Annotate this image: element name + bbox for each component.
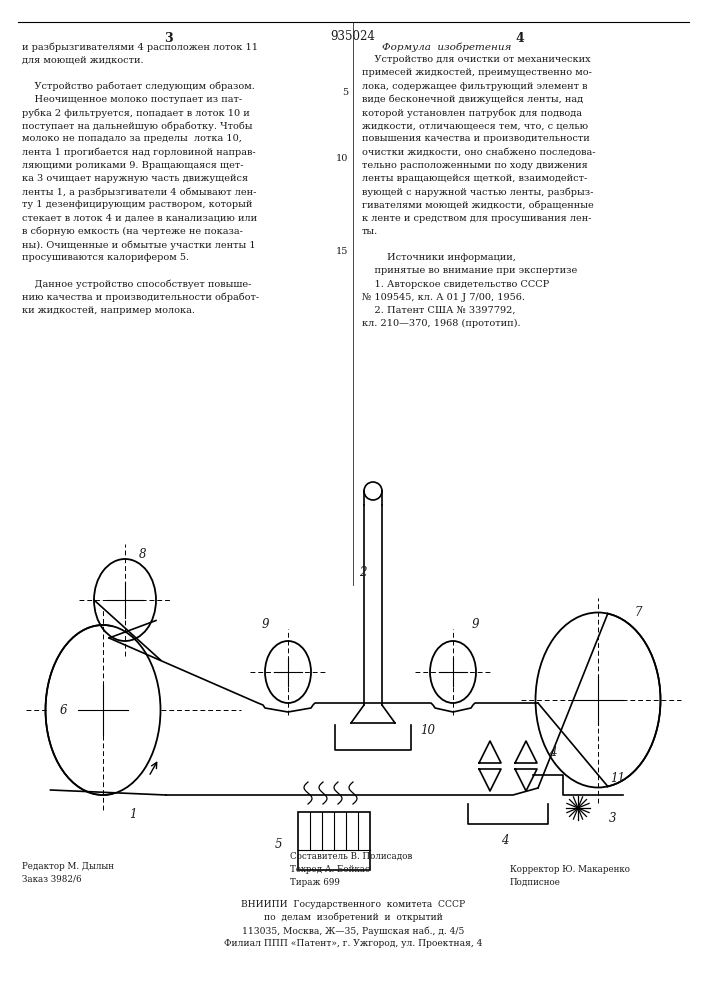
- Text: Корректор Ю. Макаренко: Корректор Ю. Макаренко: [510, 865, 630, 874]
- Text: стекает в лоток 4 и далее в канализацию или: стекает в лоток 4 и далее в канализацию …: [22, 214, 257, 223]
- Text: примесей жидкостей, преимущественно мо-: примесей жидкостей, преимущественно мо-: [362, 68, 592, 77]
- Text: очистки жидкости, оно снабжено последова-: очистки жидкости, оно снабжено последова…: [362, 148, 595, 157]
- Text: 935024: 935024: [331, 30, 375, 43]
- Text: Подписное: Подписное: [510, 878, 561, 887]
- Text: в сборную емкость (на чертеже не показа-: в сборную емкость (на чертеже не показа-: [22, 227, 243, 236]
- Text: Источники информации,: Источники информации,: [362, 253, 516, 262]
- Text: 6: 6: [59, 704, 66, 716]
- Bar: [298, 812, 370, 870]
- Text: для моющей жидкости.: для моющей жидкости.: [22, 55, 144, 64]
- Text: 7: 7: [634, 605, 642, 618]
- Text: 3: 3: [164, 32, 173, 45]
- Text: виде бесконечной движущейся ленты, над: виде бесконечной движущейся ленты, над: [362, 95, 583, 104]
- Text: Филиал ППП «Патент», г. Ужгород, ул. Проектная, 4: Филиал ППП «Патент», г. Ужгород, ул. Про…: [224, 939, 482, 948]
- Text: 2: 2: [359, 566, 367, 578]
- Text: рубка 2 фильтруется, попадает в лоток 10 и: рубка 2 фильтруется, попадает в лоток 10…: [22, 108, 250, 117]
- Text: 2. Патент США № 3397792,: 2. Патент США № 3397792,: [362, 306, 515, 315]
- Text: 4: 4: [549, 746, 556, 758]
- Text: Формула  изобретения: Формула изобретения: [382, 42, 512, 51]
- Text: 11: 11: [611, 772, 626, 784]
- Text: поступает на дальнейшую обработку. Чтобы: поступает на дальнейшую обработку. Чтобы: [22, 121, 252, 131]
- Text: просушиваются калорифером 5.: просушиваются калорифером 5.: [22, 253, 189, 262]
- Text: вующей с наружной частью ленты, разбрыз-: вующей с наружной частью ленты, разбрыз-: [362, 187, 593, 197]
- Text: ка 3 очищает наружную часть движущейся: ка 3 очищает наружную часть движущейся: [22, 174, 248, 183]
- Text: 5: 5: [274, 838, 282, 852]
- Text: принятые во внимание при экспертизе: принятые во внимание при экспертизе: [362, 266, 577, 275]
- Text: ки жидкостей, например молока.: ки жидкостей, например молока.: [22, 306, 195, 315]
- Text: молоко не попадало за пределы  лотка 10,: молоко не попадало за пределы лотка 10,: [22, 134, 242, 143]
- Text: Техред А. Бойкас: Техред А. Бойкас: [290, 865, 370, 874]
- Text: 1: 1: [129, 808, 136, 822]
- Text: к ленте и средством для просушивания лен-: к ленте и средством для просушивания лен…: [362, 214, 592, 223]
- Text: № 109545, кл. А 01 J 7/00, 1956.: № 109545, кл. А 01 J 7/00, 1956.: [362, 293, 525, 302]
- Text: 1. Авторское свидетельство СССР: 1. Авторское свидетельство СССР: [362, 280, 549, 289]
- Text: Неочищенное молоко поступает из пат-: Неочищенное молоко поступает из пат-: [22, 95, 242, 104]
- Text: Устройство работает следующим образом.: Устройство работает следующим образом.: [22, 82, 255, 91]
- Text: 10: 10: [421, 724, 436, 736]
- Text: тельно расположенными по ходу движения: тельно расположенными по ходу движения: [362, 161, 588, 170]
- Text: 4: 4: [515, 32, 525, 45]
- Text: 15: 15: [336, 247, 348, 256]
- Text: и разбрызгивателями 4 расположен лоток 11: и разбрызгивателями 4 расположен лоток 1…: [22, 42, 258, 51]
- Text: ленты вращающейся щеткой, взаимодейст-: ленты вращающейся щеткой, взаимодейст-: [362, 174, 588, 183]
- Text: лока, содержащее фильтрующий элемент в: лока, содержащее фильтрующий элемент в: [362, 82, 588, 91]
- Text: 9: 9: [262, 618, 269, 632]
- Text: 4: 4: [501, 834, 509, 846]
- Text: Составитель В. Полисадов: Составитель В. Полисадов: [290, 852, 412, 861]
- Text: 8: 8: [139, 548, 147, 562]
- Text: нию качества и производительности обработ-: нию качества и производительности обрабо…: [22, 293, 259, 302]
- Text: 9: 9: [472, 618, 479, 632]
- Text: лента 1 прогибается над горловиной направ-: лента 1 прогибается над горловиной напра…: [22, 148, 256, 157]
- Text: кл. 210—370, 1968 (прототип).: кл. 210—370, 1968 (прототип).: [362, 319, 520, 328]
- Text: Тираж 699: Тираж 699: [290, 878, 340, 887]
- Text: 3: 3: [609, 812, 617, 824]
- Text: 10: 10: [336, 154, 348, 163]
- Text: повышения качества и производительности: повышения качества и производительности: [362, 134, 590, 143]
- Text: по  делам  изобретений  и  открытий: по делам изобретений и открытий: [264, 913, 443, 922]
- Text: Редактор М. Дылын: Редактор М. Дылын: [22, 862, 114, 871]
- Text: гивателями моющей жидкости, обращенные: гивателями моющей жидкости, обращенные: [362, 200, 594, 210]
- Text: ту 1 дезенфицирующим раствором, который: ту 1 дезенфицирующим раствором, который: [22, 200, 252, 209]
- Text: ны). Очищенные и обмытые участки ленты 1: ны). Очищенные и обмытые участки ленты 1: [22, 240, 256, 249]
- Text: 5: 5: [342, 88, 348, 97]
- Text: 113035, Москва, Ж—35, Раушская наб., д. 4/5: 113035, Москва, Ж—35, Раушская наб., д. …: [242, 926, 464, 936]
- Text: Данное устройство способствует повыше-: Данное устройство способствует повыше-: [22, 280, 252, 289]
- Text: ленты 1, а разбрызгиватели 4 обмывают лен-: ленты 1, а разбрызгиватели 4 обмывают ле…: [22, 187, 257, 197]
- Text: ляющими роликами 9. Вращающаяся щет-: ляющими роликами 9. Вращающаяся щет-: [22, 161, 243, 170]
- Text: ВНИИПИ  Государственного  комитета  СССР: ВНИИПИ Государственного комитета СССР: [241, 900, 465, 909]
- Text: Устройство для очистки от механических: Устройство для очистки от механических: [362, 55, 590, 64]
- Text: жидкости, отличающееся тем, что, с целью: жидкости, отличающееся тем, что, с целью: [362, 121, 588, 130]
- Text: Заказ 3982/6: Заказ 3982/6: [22, 875, 81, 884]
- Text: которой установлен патрубок для подвода: которой установлен патрубок для подвода: [362, 108, 582, 117]
- Text: ты.: ты.: [362, 227, 378, 236]
